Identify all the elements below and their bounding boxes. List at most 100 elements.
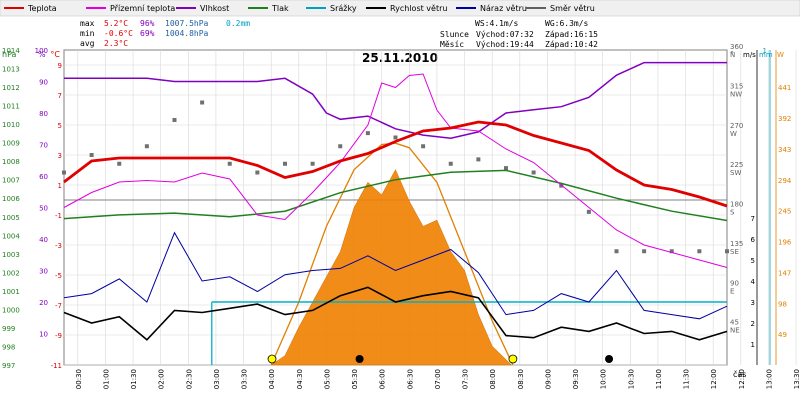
tick-hpa-4: 1001 (2, 288, 20, 296)
stat-temp-avg: 2.3°C (104, 39, 128, 48)
axis-title-dir: ° (730, 50, 734, 59)
tick-mm-0: 1 (763, 47, 767, 55)
x-tick-14: 07:30 (462, 369, 470, 389)
tick-w-8: 441 (778, 84, 791, 92)
tick-dir-label-2: W (730, 130, 737, 138)
x-tick-16: 08:30 (517, 369, 525, 389)
stat-sun-set: Západ:16:15 (545, 30, 598, 39)
wind-dir-point-11 (365, 131, 370, 136)
wind-dir-point-23 (697, 249, 702, 254)
wind-dir-point-1 (89, 153, 94, 157)
stat-wg: WG:6.3m/s (545, 19, 589, 28)
tick-pct-0: 10 (39, 331, 48, 339)
wind-dir-point-5 (200, 100, 205, 105)
wind-dir-point-3 (144, 144, 149, 149)
x-tick-3: 02:00 (158, 369, 166, 389)
tick-pct-1: 20 (39, 299, 48, 307)
tick-w-6: 343 (778, 146, 791, 154)
tick-hpa-0: 997 (2, 362, 15, 370)
legend-label-2: Vlhkost (200, 4, 229, 13)
tick-hpa-8: 1005 (2, 214, 20, 222)
tick-ms-2: 3 (751, 299, 755, 307)
tick-dir-4: 180 (730, 201, 743, 209)
x-tick-0: 00:30 (75, 369, 83, 389)
stat-temp-max: 5.2°C (104, 19, 128, 28)
stat-precip-max: 0.2mm (226, 19, 250, 28)
wind-dir-point-17 (531, 170, 536, 175)
tick-hpa-15: 1012 (2, 84, 20, 92)
wind-dir-point-22 (669, 249, 674, 254)
tick-dir-0: 360 (730, 43, 743, 51)
tick-pct-3: 40 (39, 236, 48, 244)
tick-temp-0: -11 (51, 362, 62, 370)
x-tick-6: 03:30 (241, 369, 249, 389)
tick-pct-7: 80 (39, 110, 48, 118)
x-tick-15: 08:00 (489, 369, 497, 389)
tick-ms-4: 5 (751, 257, 755, 265)
tick-dir-2: 270 (730, 122, 743, 130)
stat-label-avg: avg (80, 39, 95, 48)
wind-dir-point-4 (172, 118, 177, 122)
tick-hpa-11: 1008 (2, 158, 20, 166)
stat-moon-rise: Východ:19:44 (476, 40, 534, 49)
tick-ms-5: 6 (751, 236, 756, 244)
x-tick-1: 01:00 (102, 369, 110, 389)
tick-hpa-17: 1014 (2, 47, 20, 55)
x-tick-22: 11:30 (683, 369, 691, 389)
tick-dir-5: 135 (730, 240, 743, 248)
tick-temp-7: 3 (58, 152, 62, 160)
legend-label-1: Přízemní teplota (110, 4, 175, 13)
x-tick-8: 04:30 (296, 369, 304, 389)
x-tick-25: 13:00 (765, 369, 773, 389)
stat-sun-rise: Východ:07:32 (476, 30, 534, 39)
sunrise-icon (267, 354, 277, 364)
stat-sun-label: Slunce (440, 30, 469, 39)
tick-dir-label-5: SE (730, 248, 739, 256)
wind-dir-point-7 (255, 170, 260, 175)
axis-title-pct: % (38, 50, 46, 59)
tick-temp-6: 1 (58, 182, 62, 190)
tick-temp-9: 7 (58, 92, 62, 100)
x-tick-10: 05:30 (351, 369, 359, 389)
tick-dir-1: 315 (730, 82, 743, 90)
tick-ms-1: 2 (751, 320, 755, 328)
moonrise-icon (605, 355, 614, 363)
x-tick-23: 12:00 (710, 369, 718, 389)
tick-ms-6: 7 (751, 215, 755, 223)
stat-label-max: max (80, 19, 95, 28)
wind-dir-point-18 (559, 183, 564, 188)
stat-hum-min: 69% (140, 29, 155, 38)
wind-dir-point-0 (62, 170, 66, 175)
x-axis-label: čas (733, 369, 746, 379)
x-tick-18: 09:30 (572, 369, 580, 389)
tick-dir-label-6: E (730, 287, 734, 295)
legend-label-5: Rychlost větru (390, 4, 447, 13)
x-tick-12: 06:30 (406, 369, 414, 389)
sunset-icon (508, 354, 518, 364)
tick-hpa-14: 1011 (2, 103, 20, 111)
tick-hpa-16: 1013 (2, 66, 20, 74)
series-wind-gust (63, 231, 728, 320)
x-tick-11: 06:00 (379, 369, 387, 389)
tick-hpa-10: 1007 (2, 177, 20, 185)
x-tick-24: 12:30 (738, 369, 746, 389)
stat-moon-set: Západ:10:42 (545, 40, 598, 49)
axis-title-temp: °C (50, 50, 60, 59)
tick-pct-4: 50 (39, 205, 48, 213)
stat-ws: WS:4.1m/s (475, 19, 519, 28)
stat-moon-label: Měsíc (440, 40, 464, 49)
x-tick-26: 13:30 (793, 369, 800, 389)
legend-label-4: Srážky (330, 4, 357, 13)
tick-pct-9: 100 (35, 47, 48, 55)
tick-hpa-13: 1010 (2, 121, 20, 129)
x-tick-19: 10:00 (600, 369, 608, 389)
legend: Teplota Přízemní teplota Vlhkost Tlak Srážky… (4, 4, 595, 13)
chart-title: 25.11.2010 (362, 51, 438, 65)
x-tick-2: 01:30 (130, 369, 138, 389)
tick-hpa-7: 1004 (2, 232, 20, 240)
series-wind-speed (63, 286, 728, 341)
axis-title-hpa: hPa (2, 50, 17, 59)
axes-layer: hPa% °C9979989991000100110021003100410051… (2, 43, 800, 389)
wind-dir-point-14 (448, 161, 453, 166)
wind-dir-point-8 (283, 161, 287, 166)
